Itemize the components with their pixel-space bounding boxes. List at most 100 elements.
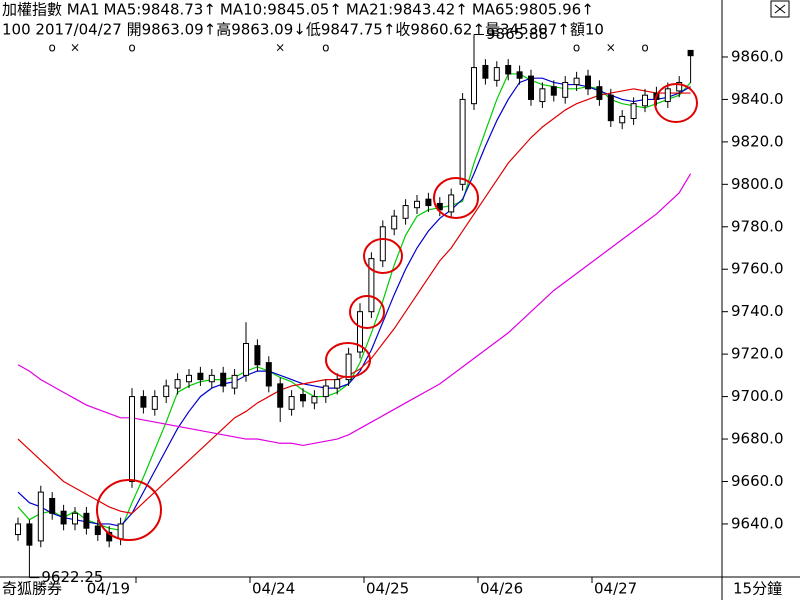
candle-body — [664, 88, 671, 103]
candle-body — [129, 396, 135, 482]
y-tick-label: 9860.0 — [731, 47, 784, 65]
highlight-circle — [349, 295, 385, 329]
y-tick-label: 9640.0 — [731, 514, 784, 532]
y-tick-label: 9680.0 — [731, 430, 784, 448]
candle-body — [140, 396, 147, 408]
candle-body — [642, 94, 648, 107]
candle-body — [459, 98, 466, 185]
candle-body — [231, 374, 238, 389]
y-tick-label: 9820.0 — [731, 132, 784, 150]
candle-body — [471, 67, 477, 105]
candle-body — [516, 71, 523, 79]
candle-body — [425, 198, 432, 207]
x-tick-label: 04/27 — [594, 580, 637, 598]
signal: × — [70, 41, 80, 55]
highlight-circles — [96, 83, 698, 541]
highlight-circle — [433, 177, 479, 219]
y-tick-label: 9760.0 — [731, 260, 784, 278]
candle-body — [277, 383, 284, 408]
header-item: MA10:9845.05↑ — [220, 1, 342, 19]
candle-body — [117, 523, 124, 540]
candle-body — [26, 523, 33, 546]
candle-body — [163, 385, 170, 398]
candle-body — [448, 194, 455, 213]
signal: o — [49, 41, 56, 55]
candle-body — [414, 200, 420, 209]
candle-body — [391, 215, 398, 230]
candle-body — [220, 372, 227, 387]
signal: o — [573, 41, 580, 55]
candle-body — [300, 393, 306, 402]
candle-body — [573, 77, 580, 86]
ma-line — [17, 73, 692, 531]
y-tick-label: 9780.0 — [731, 217, 784, 235]
candle-body — [37, 491, 44, 542]
y-tick-label: 9720.0 — [731, 345, 784, 363]
x-tick-label: 04/25 — [366, 580, 409, 598]
signal: × — [275, 41, 285, 55]
candle-body — [243, 343, 249, 376]
annotation: 9622.25 — [41, 568, 103, 586]
brand: 奇狐勝券 — [2, 580, 62, 598]
candle-body — [83, 512, 90, 529]
signal: × — [606, 41, 616, 55]
y-tick-label: 9800.0 — [731, 175, 784, 193]
header-item: MA65:9805.96↑ — [472, 1, 594, 19]
info: 100 2017/04/27 開9863.09↑高9863.09↓低9847.7… — [2, 21, 604, 39]
candle-body — [630, 103, 637, 120]
window-button-icon — [774, 4, 786, 14]
signal: o — [641, 41, 648, 55]
x-tick-label: 04/26 — [480, 580, 523, 598]
highlight-circle — [325, 342, 371, 378]
highlight-circle — [96, 479, 162, 541]
candle-body — [562, 81, 569, 98]
candle-body — [174, 379, 181, 389]
highlight-circle — [363, 238, 403, 274]
candle-body — [288, 396, 295, 410]
candle-body — [254, 345, 261, 366]
interval: 15分鐘 — [733, 580, 782, 598]
candle-body — [482, 64, 489, 79]
candle-body — [619, 115, 626, 124]
y-tick-label: 9840.0 — [731, 90, 784, 108]
candle-body — [493, 67, 500, 81]
candle-body — [151, 396, 158, 410]
header-item: MA5:9848.73↑ — [104, 1, 216, 19]
candle-body — [528, 75, 534, 100]
candle-body — [676, 81, 683, 92]
candle-body — [596, 86, 603, 100]
y-tick-label: 9660.0 — [731, 472, 784, 490]
candle-body — [585, 75, 591, 90]
candle-body — [208, 374, 215, 383]
candle-body — [345, 353, 352, 381]
signal: o — [322, 41, 329, 55]
signal: o — [128, 41, 135, 55]
y-tick-label: 9740.0 — [731, 302, 784, 320]
x-tick-label: 04/24 — [252, 580, 295, 598]
candle-body — [334, 379, 341, 389]
highlight-circle — [654, 83, 698, 123]
candle-body — [368, 258, 375, 313]
plot — [15, 44, 694, 562]
candle-body — [505, 64, 512, 75]
header-item: 加權指數 MA1 — [2, 1, 100, 19]
header-item: MA21:9843.42↑ — [346, 1, 468, 19]
candle-body — [15, 523, 21, 536]
candle-body — [311, 396, 318, 404]
annotation: 9865.88 — [486, 25, 548, 43]
candle-body — [607, 94, 614, 122]
candle-body — [539, 88, 546, 103]
candle-body — [197, 372, 204, 381]
x-tick-label: 04/19 — [87, 580, 130, 598]
candle-body — [687, 49, 694, 57]
candle-body — [436, 202, 443, 211]
candle-body — [49, 497, 56, 514]
candle-body — [322, 385, 329, 398]
candle-body — [186, 374, 192, 383]
candle-body — [60, 510, 67, 525]
candle-body — [265, 362, 272, 387]
y-tick-label: 9700.0 — [731, 387, 784, 405]
candle-body — [72, 512, 78, 525]
